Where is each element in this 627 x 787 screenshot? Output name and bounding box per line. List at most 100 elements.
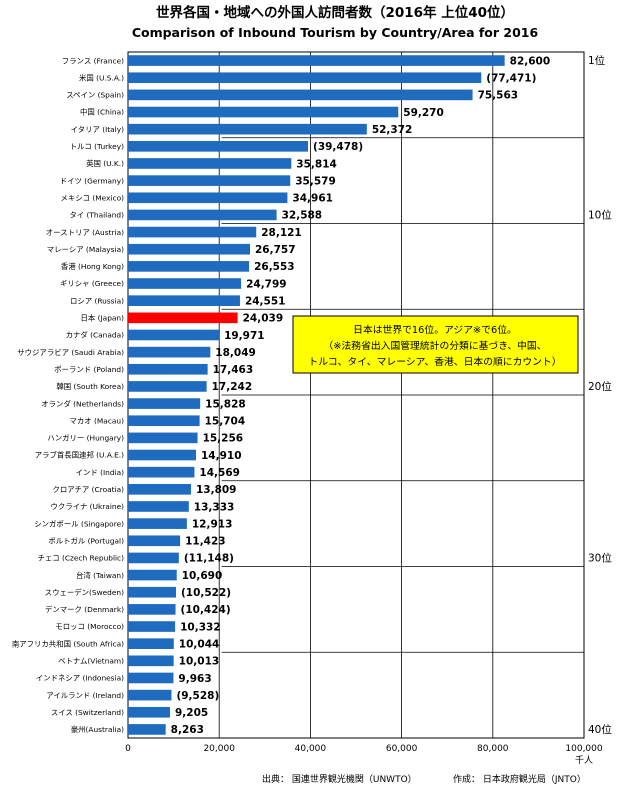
- bar: [128, 261, 250, 272]
- category-label: デンマーク (Denmark): [45, 605, 124, 614]
- annotation-line-3: トルコ、タイ、マレーシア、香港、日本の順にカウント）: [308, 355, 561, 368]
- value-label: 13,333: [194, 501, 235, 513]
- value-label: 14,910: [201, 450, 242, 462]
- x-tick-label: 20,000: [203, 744, 235, 754]
- category-label: ドイツ (Germany): [60, 176, 124, 185]
- value-label: 11,423: [185, 536, 226, 548]
- value-label: 35,814: [296, 158, 337, 170]
- rank-markers: 1位 10位 20位 30位 40位: [588, 54, 612, 736]
- value-label: 17,463: [213, 364, 254, 376]
- category-label: インドネシア (Indonesia): [36, 674, 124, 683]
- bar: [128, 141, 309, 152]
- bar: [128, 621, 176, 632]
- value-label: 24,551: [245, 295, 286, 307]
- category-label: シンガポール (Singapore): [34, 519, 124, 528]
- value-label: 35,579: [295, 175, 336, 187]
- value-label: (10,522): [181, 587, 231, 599]
- footer-source: 出典： 国連世界観光機関（UNWTO）: [262, 773, 417, 785]
- bar: [128, 518, 187, 529]
- category-label: 豪州(Australia): [71, 725, 124, 734]
- bar: [128, 535, 181, 547]
- category-label: カナダ (Canada): [66, 331, 125, 340]
- bar: [128, 123, 367, 135]
- bars: [128, 55, 505, 735]
- category-label: スウェーデン(Sweden): [45, 588, 124, 597]
- category-label: スペイン (Spain): [66, 91, 124, 100]
- bar: [128, 209, 277, 221]
- annotation-box: 日本は世界で16位。アジア※で6位。 （※法務省出入国管理統計の分類に基づき、中…: [292, 315, 579, 374]
- category-label: アラブ首長国連邦 (U.A.E.): [35, 451, 124, 460]
- category-label: イタリア (Italy): [71, 125, 125, 134]
- bar: [128, 569, 177, 581]
- value-label: 15,828: [205, 398, 246, 410]
- rank-label: 10位: [588, 208, 612, 221]
- value-label: 32,588: [282, 210, 323, 222]
- bar: [128, 278, 242, 289]
- rank-label: 40位: [588, 723, 612, 736]
- bar: [128, 432, 198, 444]
- category-label: フランス (France): [62, 56, 124, 65]
- category-label: ギリシャ (Greece): [60, 279, 124, 288]
- category-label: ポーランド (Poland): [54, 365, 124, 374]
- value-label: 10,044: [179, 638, 220, 650]
- bar: [128, 381, 207, 392]
- bar: [128, 501, 189, 512]
- grid: [127, 51, 585, 739]
- chart-subtitle: Comparison of Inbound Tourism by Country…: [132, 25, 539, 40]
- category-label: サウジアラビア (Saudi Arabia): [17, 348, 124, 357]
- value-label: 8,263: [171, 724, 204, 736]
- category-label: ベトナム(Vietnam): [58, 657, 124, 666]
- value-label: (10,424): [181, 604, 231, 616]
- value-label: (11,148): [184, 553, 234, 565]
- value-label: (77,471): [486, 73, 536, 85]
- x-tick-label: 40,000: [295, 744, 327, 754]
- category-label: 韓国 (South Korea): [56, 382, 124, 391]
- category-label: クロアチア (Croatia): [53, 485, 125, 494]
- value-label: 15,256: [203, 433, 244, 445]
- bar: [128, 312, 238, 324]
- bar: [128, 604, 176, 615]
- value-label: 26,757: [255, 244, 296, 256]
- x-axis: 0 20,000 40,000 60,000 80,000 100,000: [125, 744, 603, 754]
- category-label: 台湾 (Taiwan): [76, 571, 124, 580]
- value-label: 9,205: [175, 707, 208, 719]
- rank-label: 30位: [588, 551, 612, 564]
- value-label: 14,569: [199, 467, 240, 479]
- value-label: 10,332: [180, 621, 221, 633]
- value-label: 75,563: [478, 90, 519, 102]
- annotation-line-2: （※法務省出入国管理統計の分類に基づき、中国、: [323, 339, 546, 352]
- x-tick-label: 0: [125, 744, 131, 754]
- value-label: 18,049: [215, 347, 256, 359]
- category-label: ポルトガル (Portugal): [48, 536, 124, 545]
- category-label: オランダ (Netherlands): [41, 399, 124, 408]
- category-label: 英国 (U.K.): [86, 159, 124, 168]
- category-label: 南アフリカ共和国 (South Africa): [12, 639, 124, 648]
- bar: [128, 363, 208, 375]
- bar: [128, 586, 176, 598]
- unit-label: 千人: [575, 755, 593, 766]
- value-label: 59,270: [403, 107, 444, 119]
- value-label: (9,528): [176, 690, 219, 702]
- value-label: 24,799: [246, 278, 287, 290]
- category-label: 日本 (Japan): [80, 314, 124, 323]
- value-label: 10,013: [179, 656, 220, 668]
- bar: [128, 158, 292, 169]
- chart-title: 世界各国・地域への外国人訪問者数（2016年 上位40位）: [156, 4, 514, 21]
- x-tick-label: 80,000: [477, 744, 509, 754]
- value-label: (39,478): [313, 141, 363, 153]
- category-label: ロシア (Russia): [70, 296, 124, 305]
- bar: [128, 484, 191, 495]
- bar: [128, 295, 240, 306]
- value-label: 34,961: [292, 193, 333, 205]
- bar: [128, 72, 482, 84]
- bar: [128, 689, 172, 701]
- category-label: トルコ (Turkey): [70, 142, 124, 151]
- category-label: アイルランド (Ireland): [46, 691, 124, 700]
- bar: [128, 89, 473, 101]
- category-label: マカオ (Macau): [70, 416, 125, 425]
- category-label: 米国 (U.S.A.): [79, 73, 124, 82]
- bar: [128, 226, 257, 238]
- bar: [128, 655, 174, 667]
- footer-author: 作成： 日本政府観光局（JNTO）: [453, 773, 586, 785]
- value-label: 9,963: [178, 673, 211, 685]
